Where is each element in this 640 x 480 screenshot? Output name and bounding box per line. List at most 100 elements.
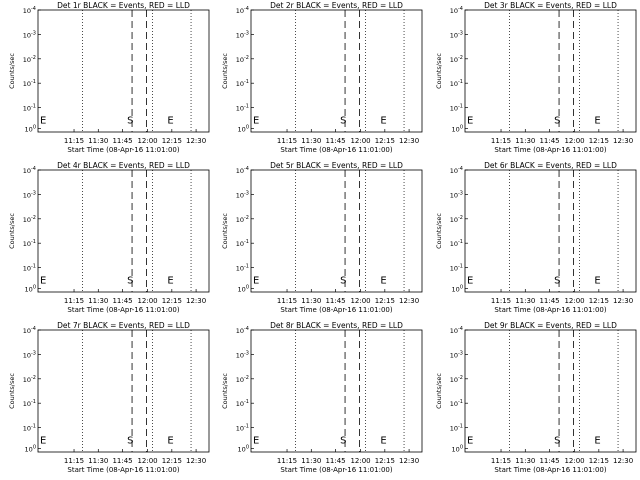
y-tick-base: 10 [23, 31, 31, 39]
x-tick-label: 12:30 [613, 137, 633, 145]
x-tick-label: 12:00 [350, 457, 370, 465]
y-tick-base: 10 [23, 105, 31, 113]
x-tick-label: 12:30 [399, 457, 419, 465]
y-tick-exponent: -1 [244, 79, 249, 85]
y-tick-exponent: 0 [460, 124, 463, 130]
y-tick-exponent: -2 [458, 375, 463, 381]
y-tick-base: 10 [238, 445, 246, 453]
y-tick-exponent: -3 [244, 30, 249, 36]
left-edge-label: E [467, 275, 473, 286]
y-tick-exponent: -2 [244, 215, 249, 221]
y-tick-base: 10 [236, 80, 244, 88]
y-tick-base: 10 [238, 125, 246, 133]
y-tick-label: 10-2 [236, 55, 249, 64]
panel-det-label: Det 9r [484, 321, 508, 330]
y-tick-label: 10-1 [450, 264, 463, 273]
y-tick-exponent: -3 [458, 350, 463, 356]
x-tick-label: 12:00 [564, 137, 584, 145]
y-tick-base: 10 [236, 400, 244, 408]
y-tick-label: 10-1 [236, 79, 249, 88]
left-edge-label: E [40, 275, 46, 286]
y-tick-label: 10-1 [23, 424, 36, 433]
x-axis-label: Start Time (08-Apr-16 11:01:00) [280, 466, 392, 474]
x-axis-label: Start Time (08-Apr-16 11:01:00) [67, 306, 179, 314]
y-axis-label: Counts/sec [435, 213, 443, 249]
y-tick-exponent: 0 [246, 284, 249, 290]
left-edge-label: E [253, 115, 259, 126]
y-tick-label: 10-1 [23, 79, 36, 88]
y-tick-label: 10-1 [236, 399, 249, 408]
x-tick-label: 12:30 [186, 137, 206, 145]
x-tick-label: 11:30 [301, 297, 321, 305]
y-tick-exponent: -1 [31, 239, 36, 245]
plot-frame [250, 9, 423, 133]
y-tick-label: 10-4 [23, 6, 36, 15]
x-tick-label: 11:45 [539, 137, 559, 145]
start-marker-label: S [340, 115, 346, 126]
panel-title: Det 8r BLACK = Events, RED = LLD [270, 321, 403, 330]
y-tick-exponent: -1 [244, 399, 249, 405]
panel-title: Det 9r BLACK = Events, RED = LLD [484, 321, 617, 330]
panel-det-label: Det 4r [57, 161, 81, 170]
panel-title: Det 4r BLACK = Events, RED = LLD [57, 161, 190, 170]
y-tick-base: 10 [450, 265, 458, 273]
y-tick-base: 10 [23, 56, 31, 64]
x-tick-label: 11:30 [88, 137, 108, 145]
y-tick-base: 10 [450, 425, 458, 433]
y-tick-label: 10-3 [450, 350, 463, 359]
y-tick-base: 10 [236, 191, 244, 199]
x-tick-label: 12:30 [399, 297, 419, 305]
y-tick-label: 10-1 [23, 239, 36, 248]
y-tick-label: 10-3 [450, 30, 463, 39]
y-tick-exponent: 0 [246, 124, 249, 130]
y-tick-label: 10-1 [23, 104, 36, 113]
y-tick-exponent: -1 [458, 104, 463, 110]
y-axis-label: Counts/sec [435, 53, 443, 89]
y-tick-exponent: -1 [458, 424, 463, 430]
panel-title: Det 3r BLACK = Events, RED = LLD [484, 1, 617, 10]
x-tick-label: 11:15 [64, 137, 84, 145]
y-tick-exponent: -2 [244, 375, 249, 381]
y-tick-label: 10-1 [450, 239, 463, 248]
x-tick-label: 12:00 [137, 457, 157, 465]
start-marker-label: S [554, 115, 560, 126]
y-tick-label: 100 [452, 444, 463, 453]
y-tick-base: 10 [25, 445, 33, 453]
y-tick-base: 10 [23, 80, 31, 88]
y-tick-base: 10 [23, 400, 31, 408]
x-tick-label: 11:30 [301, 457, 321, 465]
y-tick-label: 10-3 [236, 350, 249, 359]
y-tick-exponent: -4 [244, 326, 249, 332]
y-tick-exponent: -4 [458, 166, 463, 172]
y-tick-exponent: -2 [31, 375, 36, 381]
y-tick-base: 10 [450, 80, 458, 88]
y-tick-base: 10 [450, 105, 458, 113]
y-tick-base: 10 [23, 216, 31, 224]
y-axis-label: Counts/sec [221, 53, 229, 89]
y-tick-exponent: -1 [458, 399, 463, 405]
x-tick-label: 11:15 [64, 297, 84, 305]
y-tick-exponent: -3 [458, 30, 463, 36]
x-tick-label: 11:45 [325, 297, 345, 305]
x-tick-label: 11:15 [277, 297, 297, 305]
y-tick-label: 100 [452, 284, 463, 293]
x-axis-label: Start Time (08-Apr-16 11:01:00) [494, 146, 606, 154]
end-marker-label: E [380, 435, 386, 446]
x-tick-label: 12:30 [186, 457, 206, 465]
x-tick-label: 11:15 [491, 297, 511, 305]
y-tick-base: 10 [25, 285, 33, 293]
y-tick-exponent: 0 [246, 444, 249, 450]
x-tick-label: 11:45 [325, 457, 345, 465]
x-tick-label: 12:00 [564, 297, 584, 305]
y-tick-base: 10 [236, 425, 244, 433]
x-tick-label: 11:45 [112, 137, 132, 145]
y-tick-label: 10-4 [450, 166, 463, 175]
y-tick-base: 10 [236, 376, 244, 384]
start-marker-label: S [127, 435, 133, 446]
x-tick-label: 11:15 [491, 457, 511, 465]
y-tick-exponent: -1 [31, 399, 36, 405]
y-tick-label: 10-4 [236, 326, 249, 335]
